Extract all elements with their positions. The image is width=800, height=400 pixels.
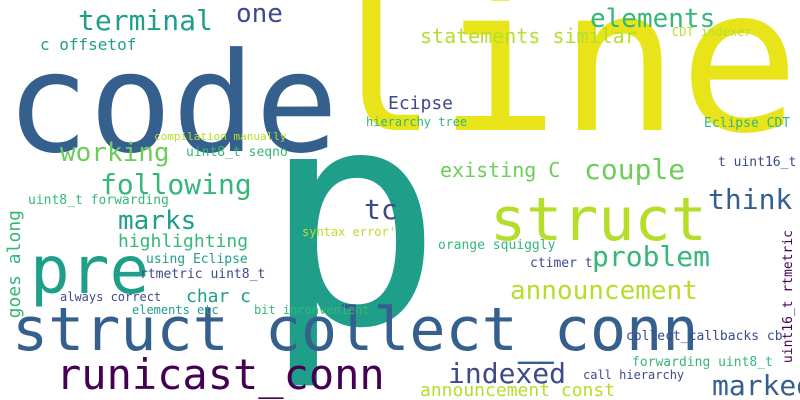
word-ecipse: Ecipse bbox=[388, 93, 454, 114]
word-working: working bbox=[60, 138, 170, 168]
word-bit-inconvenient: bit inconvenient bbox=[254, 303, 370, 317]
word-always-correct: always correct bbox=[60, 290, 162, 304]
word-char-c: char c bbox=[186, 286, 252, 307]
word-announcement: announcement bbox=[510, 276, 698, 306]
word-following: following bbox=[100, 168, 252, 201]
word-uint8-t-forwarding: uint8_t forwarding bbox=[28, 193, 169, 208]
word-terminal: terminal bbox=[78, 4, 213, 37]
word-one: one bbox=[236, 0, 283, 29]
word-elements: elements bbox=[590, 4, 716, 34]
word-code: code bbox=[6, 23, 339, 184]
word-compilation-manually: compilation manually bbox=[154, 130, 287, 143]
word-orange-squiggly: orange squiggly bbox=[438, 238, 556, 253]
word-announcement-const: announcement const bbox=[420, 380, 616, 400]
word-highlighting: highlighting bbox=[118, 231, 249, 252]
word-call-hierarchy: call hierarchy bbox=[583, 368, 685, 382]
word-line: line bbox=[318, 0, 800, 178]
word-indexed: indexed bbox=[448, 357, 567, 390]
word-ctimer-t: ctimer t bbox=[530, 256, 593, 271]
word-rtmetric-uint8-t: rtmetric uint8_t bbox=[140, 267, 266, 282]
word-uint16-t-rtmetric: uint16_t rtmetric bbox=[781, 230, 796, 364]
word-runicast-conn: runicast_conn bbox=[56, 350, 385, 399]
word-couple: couple bbox=[584, 153, 686, 186]
word-syntax-error: syntax error' bbox=[302, 225, 396, 239]
word-eclipse-cdt: Eclipse CDT bbox=[704, 116, 791, 131]
word-hierarchy-tree: hierarchy tree bbox=[366, 115, 468, 129]
word-c-offsetof: c offsetof bbox=[40, 35, 137, 54]
word-statements-similar: statements similar bbox=[420, 24, 637, 48]
word-struct: struct bbox=[490, 185, 707, 255]
word-tc: tc bbox=[364, 193, 398, 226]
word-forwarding-uint8-t: forwarding uint8_t bbox=[632, 355, 773, 370]
word-problem: problem bbox=[592, 240, 711, 273]
word-p: p bbox=[262, 45, 443, 394]
word-existing-c: existing C bbox=[440, 158, 561, 182]
word-t-uint16-t: t uint16_t bbox=[718, 155, 797, 170]
word-uint8-t-seqno: uint8_t seqno bbox=[186, 145, 288, 160]
word-using-eclipse: using Eclipse bbox=[146, 252, 248, 267]
word-cdt-indexer: CDT indexer bbox=[672, 25, 752, 39]
word-marked: marked bbox=[712, 369, 800, 400]
word-struct-collect-conn: struct collect_conn bbox=[12, 295, 699, 365]
word-marks: marks bbox=[118, 206, 197, 236]
word-goes-along-vertical: goes along bbox=[4, 210, 25, 319]
word-collect-callbacks-cb: collect_callbacks cb bbox=[626, 329, 783, 344]
word-elements-etc: elements etc bbox=[132, 303, 219, 317]
word-pre: pre bbox=[30, 232, 150, 309]
word-think: think bbox=[708, 183, 793, 216]
